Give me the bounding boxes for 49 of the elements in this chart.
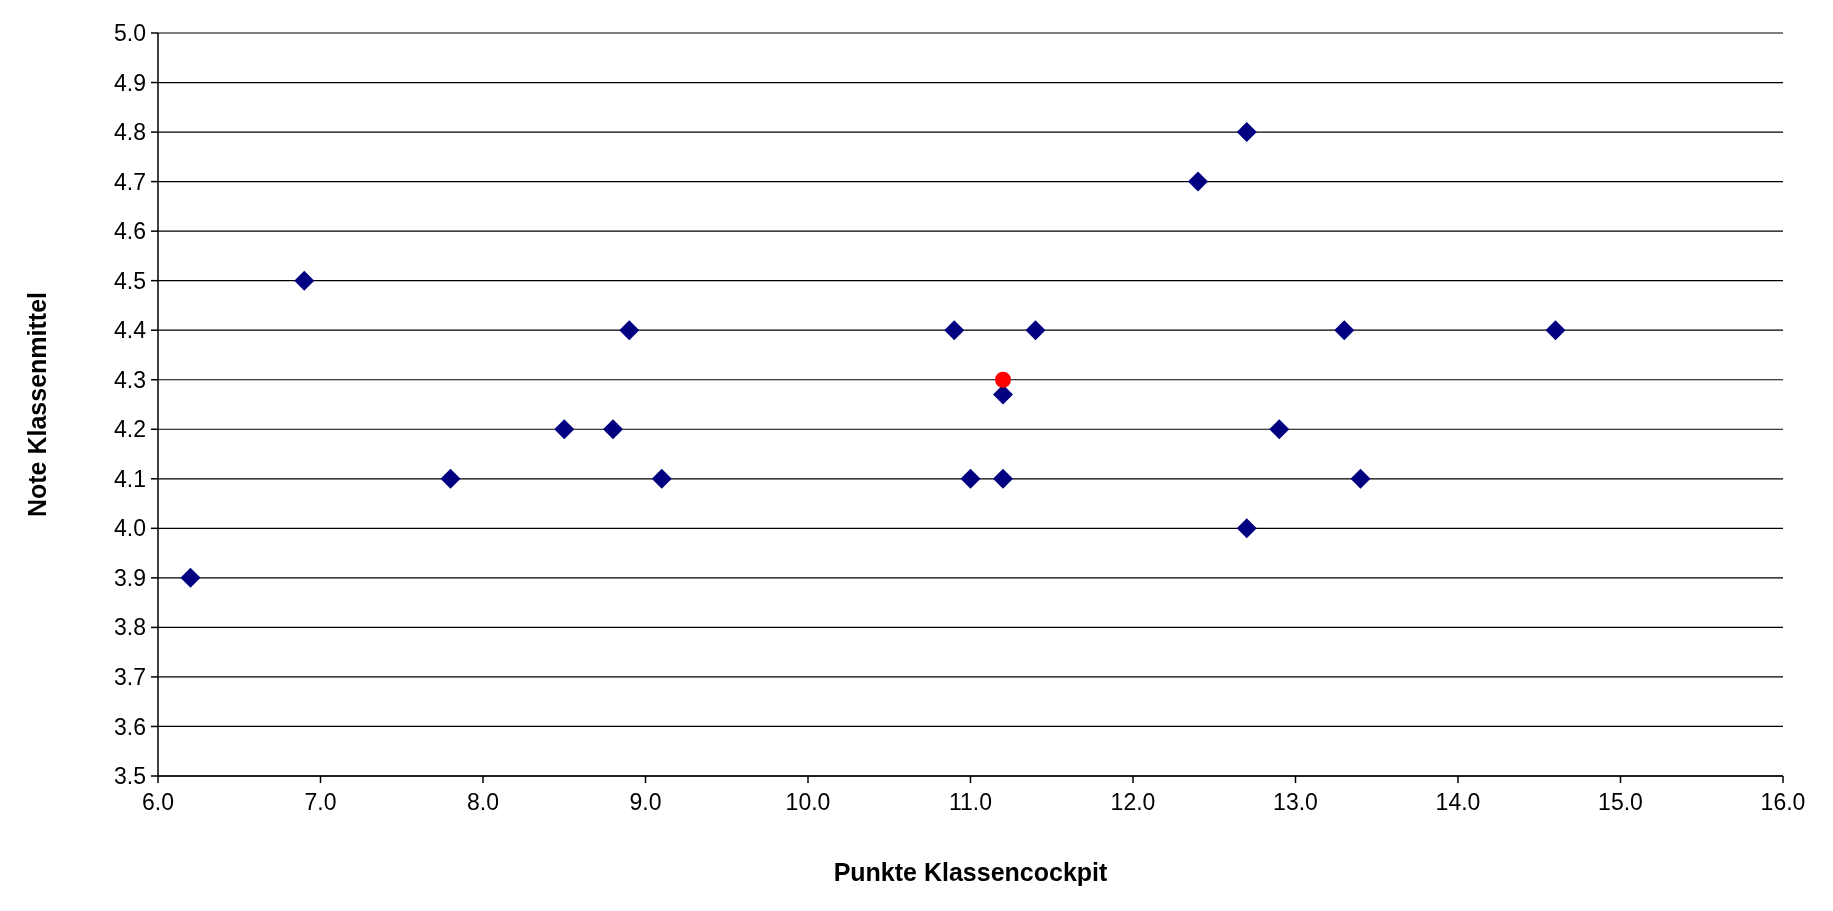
y-tick-label: 4.0 bbox=[114, 515, 146, 542]
point bbox=[993, 384, 1013, 405]
point bbox=[1188, 171, 1208, 192]
point bbox=[1269, 419, 1290, 440]
x-tick-label: 16.0 bbox=[1760, 789, 1806, 815]
x-tick-label: 10.0 bbox=[785, 789, 831, 815]
y-tick-label: 4.4 bbox=[114, 317, 147, 344]
point bbox=[1334, 320, 1355, 341]
point bbox=[1350, 468, 1371, 489]
point bbox=[995, 371, 1011, 388]
point bbox=[960, 468, 981, 489]
point bbox=[993, 468, 1013, 489]
y-tick-label: 4.2 bbox=[114, 416, 146, 443]
y-tick-label: 3.6 bbox=[114, 713, 146, 740]
x-tick-label: 13.0 bbox=[1273, 789, 1318, 815]
point bbox=[1025, 320, 1046, 341]
point bbox=[1236, 122, 1257, 143]
y-tick-label: 4.6 bbox=[114, 218, 146, 245]
point bbox=[440, 468, 461, 489]
x-tick-label: 12.0 bbox=[1110, 789, 1156, 815]
y-tick-label: 3.5 bbox=[114, 763, 146, 790]
point bbox=[651, 468, 672, 489]
x-tick-label: 11.0 bbox=[948, 789, 993, 815]
point bbox=[1236, 518, 1257, 539]
x-axis-title: Punkte Klassencockpit bbox=[833, 858, 1109, 886]
x-tick-label: 6.0 bbox=[142, 789, 174, 815]
y-tick-label: 4.8 bbox=[114, 119, 146, 146]
point bbox=[603, 419, 623, 440]
y-tick-label: 5.0 bbox=[114, 20, 146, 47]
y-tick-label: 4.9 bbox=[114, 69, 146, 96]
point bbox=[294, 270, 315, 291]
y-tick-label: 3.9 bbox=[114, 564, 146, 591]
y-axis-title: Note Klassenmittel bbox=[23, 291, 51, 518]
x-tick-label: 9.0 bbox=[629, 789, 662, 815]
x-tick-label: 15.0 bbox=[1598, 789, 1643, 815]
y-tick-label: 4.7 bbox=[114, 168, 146, 195]
point bbox=[1545, 320, 1566, 341]
x-tick-label: 14.0 bbox=[1435, 789, 1481, 815]
point bbox=[619, 320, 640, 341]
y-tick-label: 3.7 bbox=[114, 663, 146, 690]
point bbox=[554, 419, 575, 440]
y-tick-label: 4.1 bbox=[114, 465, 146, 492]
y-tick-label: 3.8 bbox=[114, 614, 146, 641]
point bbox=[944, 320, 965, 341]
y-tick-label: 4.3 bbox=[114, 366, 146, 393]
y-tick-label: 4.5 bbox=[114, 267, 146, 294]
point bbox=[180, 567, 201, 588]
x-tick-label: 8.0 bbox=[467, 789, 499, 815]
x-tick-label: 7.0 bbox=[304, 789, 337, 815]
